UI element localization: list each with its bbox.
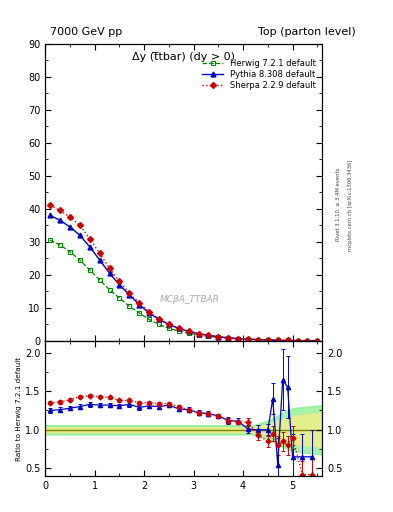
Sherpa 2.2.9 default — [58, 207, 62, 214]
Text: MCβA_TTBAR: MCβA_TTBAR — [159, 295, 219, 304]
Sherpa 2.2.9 default — [285, 337, 290, 344]
Pythia 8.308 default — [206, 332, 211, 338]
Herwig 7.2.1 default — [236, 336, 241, 342]
Pythia 8.308 default — [68, 224, 72, 230]
Herwig 7.2.1 default — [186, 330, 191, 336]
Pythia 8.308 default — [77, 232, 82, 238]
Pythia 8.308 default — [196, 331, 201, 337]
Text: Rivet 3.1.10, ≥ 3.4M events: Rivet 3.1.10, ≥ 3.4M events — [336, 168, 341, 242]
Herwig 7.2.1 default — [127, 303, 132, 309]
Pythia 8.308 default — [186, 328, 191, 334]
Herwig 7.2.1 default — [216, 334, 221, 340]
Sherpa 2.2.9 default — [255, 336, 260, 343]
Text: Top (parton level): Top (parton level) — [258, 27, 355, 37]
Herwig 7.2.1 default — [226, 335, 231, 341]
Legend: Herwig 7.2.1 default, Pythia 8.308 default, Sherpa 2.2.9 default: Herwig 7.2.1 default, Pythia 8.308 defau… — [200, 57, 318, 93]
Pythia 8.308 default — [246, 336, 250, 342]
Sherpa 2.2.9 default — [226, 335, 231, 341]
Herwig 7.2.1 default — [176, 328, 181, 334]
Pythia 8.308 default — [87, 244, 92, 250]
Sherpa 2.2.9 default — [246, 336, 250, 342]
Sherpa 2.2.9 default — [107, 265, 112, 271]
Line: Herwig 7.2.1 default: Herwig 7.2.1 default — [48, 238, 320, 343]
Pythia 8.308 default — [127, 292, 132, 298]
Pythia 8.308 default — [236, 335, 241, 342]
Pythia 8.308 default — [275, 337, 280, 344]
Pythia 8.308 default — [157, 316, 162, 323]
Sherpa 2.2.9 default — [266, 337, 270, 343]
Text: mcplots.cern.ch [arXiv:1306.3436]: mcplots.cern.ch [arXiv:1306.3436] — [348, 159, 353, 250]
Pythia 8.308 default — [137, 302, 141, 308]
Herwig 7.2.1 default — [68, 249, 72, 255]
Herwig 7.2.1 default — [147, 316, 151, 323]
Pythia 8.308 default — [255, 336, 260, 343]
Sherpa 2.2.9 default — [315, 338, 320, 344]
Pythia 8.308 default — [48, 212, 53, 219]
Herwig 7.2.1 default — [196, 332, 201, 338]
Pythia 8.308 default — [305, 337, 310, 344]
Pythia 8.308 default — [315, 338, 320, 344]
Pythia 8.308 default — [58, 217, 62, 223]
Herwig 7.2.1 default — [97, 277, 102, 283]
Sherpa 2.2.9 default — [137, 300, 141, 306]
Sherpa 2.2.9 default — [236, 335, 241, 342]
Sherpa 2.2.9 default — [77, 222, 82, 228]
Herwig 7.2.1 default — [107, 287, 112, 293]
Herwig 7.2.1 default — [255, 336, 260, 343]
Sherpa 2.2.9 default — [147, 309, 151, 315]
Pythia 8.308 default — [117, 282, 122, 288]
Herwig 7.2.1 default — [305, 338, 310, 344]
Herwig 7.2.1 default — [246, 336, 250, 343]
Herwig 7.2.1 default — [117, 295, 122, 301]
Sherpa 2.2.9 default — [48, 202, 53, 208]
Herwig 7.2.1 default — [285, 337, 290, 344]
Pythia 8.308 default — [97, 257, 102, 263]
Herwig 7.2.1 default — [266, 337, 270, 343]
Herwig 7.2.1 default — [58, 242, 62, 248]
Pythia 8.308 default — [216, 334, 221, 340]
Line: Sherpa 2.2.9 default: Sherpa 2.2.9 default — [48, 203, 320, 343]
Herwig 7.2.1 default — [137, 310, 141, 316]
Herwig 7.2.1 default — [167, 325, 171, 331]
Sherpa 2.2.9 default — [97, 250, 102, 257]
Herwig 7.2.1 default — [315, 338, 320, 344]
Y-axis label: Ratio to Herwig 7.2.1 default: Ratio to Herwig 7.2.1 default — [16, 356, 22, 461]
Line: Pythia 8.308 default: Pythia 8.308 default — [48, 213, 320, 343]
Sherpa 2.2.9 default — [127, 290, 132, 296]
Pythia 8.308 default — [147, 310, 151, 316]
Sherpa 2.2.9 default — [295, 337, 300, 344]
Herwig 7.2.1 default — [77, 257, 82, 263]
Sherpa 2.2.9 default — [186, 328, 191, 334]
Sherpa 2.2.9 default — [87, 236, 92, 242]
Herwig 7.2.1 default — [275, 337, 280, 344]
Pythia 8.308 default — [226, 335, 231, 341]
Pythia 8.308 default — [295, 337, 300, 344]
Pythia 8.308 default — [107, 270, 112, 276]
Sherpa 2.2.9 default — [305, 337, 310, 344]
Pythia 8.308 default — [285, 337, 290, 344]
Herwig 7.2.1 default — [206, 333, 211, 339]
Sherpa 2.2.9 default — [176, 325, 181, 331]
Sherpa 2.2.9 default — [196, 331, 201, 337]
Sherpa 2.2.9 default — [117, 279, 122, 285]
Herwig 7.2.1 default — [295, 337, 300, 344]
Herwig 7.2.1 default — [48, 237, 53, 243]
Sherpa 2.2.9 default — [167, 321, 171, 327]
Text: 7000 GeV pp: 7000 GeV pp — [50, 27, 123, 37]
Pythia 8.308 default — [176, 325, 181, 331]
Text: Δy (t̅tbar) (dy > 0): Δy (t̅tbar) (dy > 0) — [132, 52, 235, 62]
Herwig 7.2.1 default — [87, 267, 92, 273]
Sherpa 2.2.9 default — [275, 337, 280, 344]
Pythia 8.308 default — [266, 337, 270, 343]
Sherpa 2.2.9 default — [216, 334, 221, 340]
Sherpa 2.2.9 default — [157, 316, 162, 322]
Pythia 8.308 default — [167, 322, 171, 328]
Herwig 7.2.1 default — [157, 322, 162, 328]
Sherpa 2.2.9 default — [206, 332, 211, 338]
Sherpa 2.2.9 default — [68, 214, 72, 220]
